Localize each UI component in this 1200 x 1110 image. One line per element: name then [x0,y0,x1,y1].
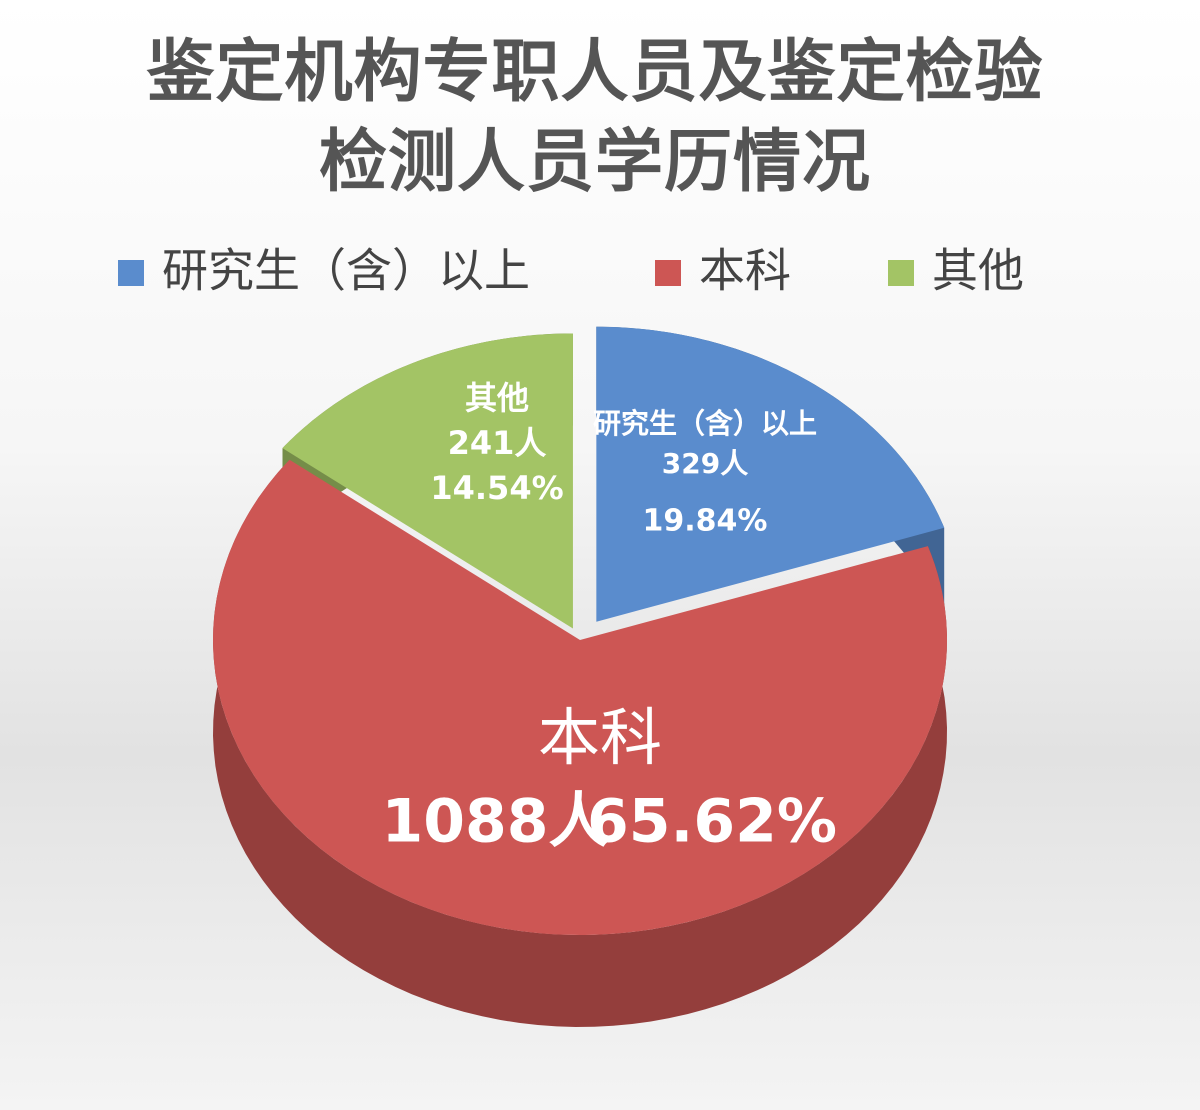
legend-label: 其他 [932,244,1024,298]
data-label-name: 本科 [538,701,662,774]
slice [282,333,573,629]
legend-swatch [118,260,144,286]
legend-label: 本科 [699,244,791,298]
legend-swatch [888,260,914,286]
slice [212,459,947,936]
slice [596,326,945,622]
chart-title: 鉴定机构专职人员及鉴定检验检测人员学历情况 [146,33,1044,202]
data-label-value: 329人 [662,447,748,480]
data-label-value: 241人 [448,424,547,462]
data-label-name: 其他 [465,379,529,417]
legend-swatch [655,260,681,286]
slice-tops [212,326,947,936]
data-label-value: 1088人 [382,787,609,857]
legend-label: 研究生（含）以上 [162,244,530,298]
data-label-name: 研究生（含）以上 [593,407,817,440]
data-label-percent: 65.62% [587,787,837,857]
data-label-percent: 19.84% [643,504,768,539]
data-label-percent: 14.54% [430,469,563,507]
